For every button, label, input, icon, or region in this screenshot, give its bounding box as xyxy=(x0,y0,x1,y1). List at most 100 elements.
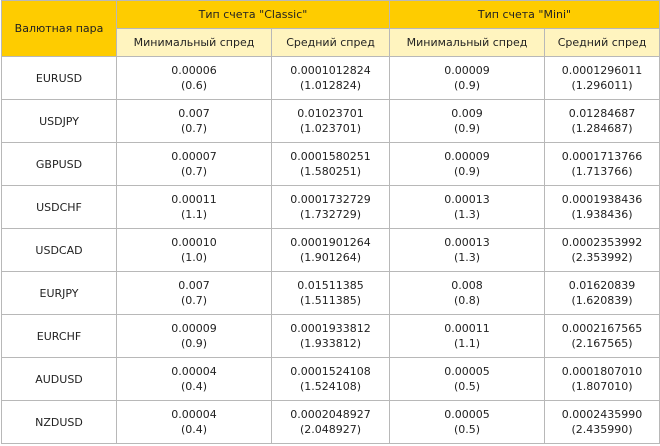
classic-avg-spread-cell: 0.0002048927 (2.048927) xyxy=(271,400,390,444)
classic-min-spread-points: (0.4) xyxy=(180,423,208,436)
classic-min-spread-value: 0.00004 xyxy=(171,408,217,421)
currency-pair-label: GBPUSD xyxy=(35,157,83,171)
mini-min-spread-points: (0.9) xyxy=(453,165,481,178)
classic-min-spread-cell: 0.00009 (0.9) xyxy=(116,314,272,358)
mini-avg-spread-points: (1.296011) xyxy=(571,79,633,92)
table-row: AUDUSD 0.00004 (0.4) 0.0001524108 (1.52410… xyxy=(1,357,660,401)
mini-min-spread-value: 0.00013 xyxy=(444,236,490,249)
mini-avg-spread-header: Средний спред xyxy=(544,28,660,57)
mini-min-spread-cell: 0.00013 (1.3) xyxy=(389,228,545,272)
currency-pair-label: EURCHF xyxy=(36,329,82,343)
currency-pair-label: NZDUSD xyxy=(35,415,83,429)
mini-min-spread-cell: 0.00009 (0.9) xyxy=(389,56,545,100)
currency-pair-cell: GBPUSD xyxy=(1,142,117,186)
classic-avg-spread-cell: 0.0001901264 (1.901264) xyxy=(271,228,390,272)
classic-min-spread-value: 0.00010 xyxy=(171,236,217,249)
mini-avg-spread-value: 0.0001296011 xyxy=(561,64,643,77)
classic-min-spread-value: 0.00004 xyxy=(171,365,217,378)
mini-min-spread-value: 0.00009 xyxy=(444,150,490,163)
currency-pair-label: EURJPY xyxy=(39,286,79,300)
mini-avg-spread-points: (1.938436) xyxy=(571,208,633,221)
classic-min-spread-value: 0.00011 xyxy=(171,193,217,206)
mini-min-spread-value: 0.00005 xyxy=(444,408,490,421)
mini-min-spread-cell: 0.00005 (0.5) xyxy=(389,400,545,444)
mini-min-spread-points: (0.9) xyxy=(453,122,481,135)
mini-avg-spread-points: (1.713766) xyxy=(571,165,633,178)
table-row: GBPUSD 0.00007 (0.7) 0.0001580251 (1.58025… xyxy=(1,142,660,186)
mini-avg-spread-cell: 0.01284687 (1.284687) xyxy=(544,99,660,143)
mini-avg-spread-cell: 0.01620839 (1.620839) xyxy=(544,271,660,315)
currency-pair-cell: USDJPY xyxy=(1,99,117,143)
mini-min-spread-value: 0.00005 xyxy=(444,365,490,378)
mini-min-spread-cell: 0.009 (0.9) xyxy=(389,99,545,143)
mini-avg-spread-cell: 0.0002167565 (2.167565) xyxy=(544,314,660,358)
header-row: Валютная пара Тип счета "Classic" Тип сч… xyxy=(1,0,660,57)
currency-pair-label: USDJPY xyxy=(39,114,79,128)
mini-avg-spread-cell: 0.0001713766 (1.713766) xyxy=(544,142,660,186)
currency-pair-cell: EURJPY xyxy=(1,271,117,315)
classic-min-spread-points: (0.9) xyxy=(180,337,208,350)
classic-min-spread-points: (0.7) xyxy=(180,122,208,135)
subheader-row: Минимальный спред Средний спред Минималь… xyxy=(2,28,660,57)
mini-min-spread-cell: 0.00009 (0.9) xyxy=(389,142,545,186)
table-body: EURUSD 0.00006 (0.6) 0.0001012824 (1.01282… xyxy=(1,56,660,444)
classic-avg-spread-points: (1.732729) xyxy=(299,208,362,221)
mini-avg-spread-cell: 0.0001807010 (1.807010) xyxy=(544,357,660,401)
classic-min-spread-value: 0.00006 xyxy=(171,64,217,77)
mini-avg-spread-cell: 0.0002353992 (2.353992) xyxy=(544,228,660,272)
classic-avg-spread-header: Средний спред xyxy=(271,28,390,57)
mini-min-spread-value: 0.00013 xyxy=(444,193,490,206)
classic-min-spread-cell: 0.00004 (0.4) xyxy=(116,400,272,444)
classic-min-spread-cell: 0.00006 (0.6) xyxy=(116,56,272,100)
currency-pair-cell: USDCAD xyxy=(1,228,117,272)
currency-pair-label: USDCAD xyxy=(35,243,83,257)
classic-min-spread-points: (0.6) xyxy=(180,79,208,92)
classic-avg-spread-points: (1.580251) xyxy=(299,165,362,178)
classic-min-spread-points: (1.1) xyxy=(180,208,208,221)
table-row: USDJPY 0.007 (0.7) 0.01023701 (1.023701) 0… xyxy=(1,99,660,143)
classic-avg-spread-value: 0.0002048927 xyxy=(290,408,371,421)
currency-pair-cell: EURCHF xyxy=(1,314,117,358)
mini-min-spread-value: 0.00011 xyxy=(444,322,490,335)
pair-column-header: Валютная пара xyxy=(1,0,117,57)
mini-min-spread-value: 0.009 xyxy=(451,107,483,120)
mini-avg-spread-points: (2.353992) xyxy=(571,251,633,264)
classic-min-spread-value: 0.007 xyxy=(178,279,210,292)
mini-min-spread-value: 0.00009 xyxy=(444,64,490,77)
classic-avg-spread-value: 0.0001580251 xyxy=(290,150,371,163)
mini-avg-spread-cell: 0.0001296011 (1.296011) xyxy=(544,56,660,100)
mini-avg-spread-value: 0.0001938436 xyxy=(561,193,643,206)
classic-avg-spread-points: (1.524108) xyxy=(299,380,362,393)
currency-pair-label: EURUSD xyxy=(35,71,83,85)
mini-min-spread-cell: 0.00013 (1.3) xyxy=(389,185,545,229)
classic-account-header: Тип счета "Classic" xyxy=(116,0,390,29)
classic-min-spread-header: Минимальный спред xyxy=(116,28,272,57)
mini-min-spread-cell: 0.00011 (1.1) xyxy=(389,314,545,358)
mini-avg-spread-value: 0.01620839 xyxy=(568,279,636,292)
classic-avg-spread-points: (2.048927) xyxy=(299,423,362,436)
mini-min-spread-header: Минимальный спред xyxy=(389,28,545,57)
classic-min-spread-value: 0.00007 xyxy=(171,150,217,163)
classic-avg-spread-points: (1.511385) xyxy=(299,294,362,307)
classic-min-spread-points: (0.7) xyxy=(180,165,208,178)
mini-min-spread-points: (0.9) xyxy=(453,79,481,92)
classic-avg-spread-cell: 0.01511385 (1.511385) xyxy=(271,271,390,315)
classic-avg-spread-value: 0.01511385 xyxy=(297,279,364,292)
mini-min-spread-points: (1.1) xyxy=(453,337,481,350)
mini-avg-spread-value: 0.0002353992 xyxy=(561,236,643,249)
classic-min-spread-cell: 0.00011 (1.1) xyxy=(116,185,272,229)
classic-avg-spread-value: 0.01023701 xyxy=(297,107,364,120)
classic-avg-spread-value: 0.0001901264 xyxy=(290,236,371,249)
classic-avg-spread-cell: 0.0001732729 (1.732729) xyxy=(271,185,390,229)
mini-avg-spread-points: (1.807010) xyxy=(571,380,633,393)
table-row: USDCHF 0.00011 (1.1) 0.0001732729 (1.73272… xyxy=(1,185,660,229)
mini-min-spread-points: (0.5) xyxy=(453,380,481,393)
mini-avg-spread-points: (1.620839) xyxy=(571,294,633,307)
classic-min-spread-points: (0.7) xyxy=(180,294,208,307)
table-row: USDCAD 0.00010 (1.0) 0.0001901264 (1.90126… xyxy=(1,228,660,272)
classic-min-spread-cell: 0.007 (0.7) xyxy=(116,271,272,315)
mini-avg-spread-cell: 0.0001938436 (1.938436) xyxy=(544,185,660,229)
classic-min-spread-points: (0.4) xyxy=(180,380,208,393)
table-row: EURCHF 0.00009 (0.9) 0.0001933812 (1.93381… xyxy=(1,314,660,358)
mini-min-spread-cell: 0.00005 (0.5) xyxy=(389,357,545,401)
